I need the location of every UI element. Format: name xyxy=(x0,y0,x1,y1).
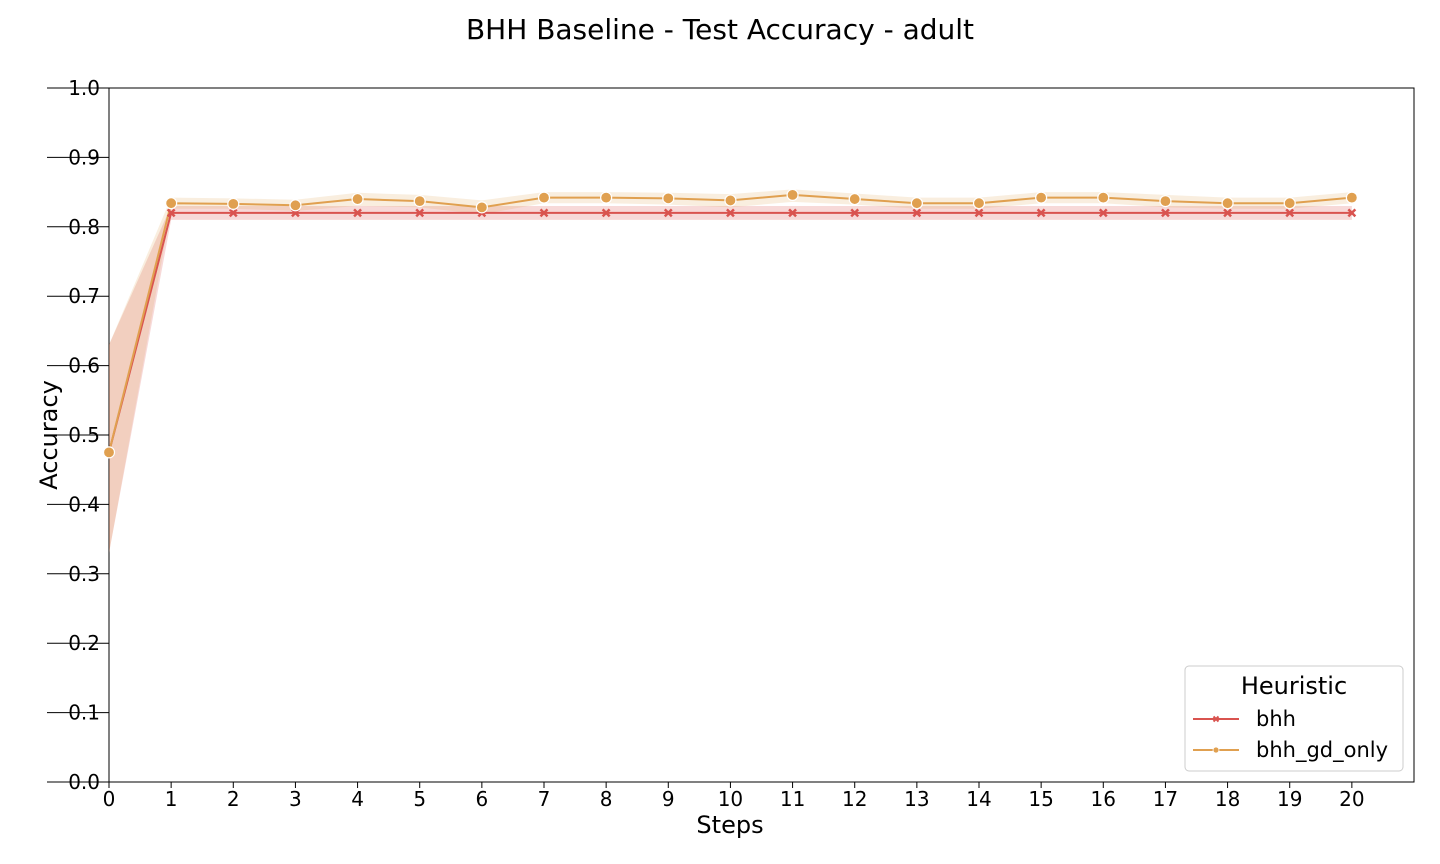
confidence-bands xyxy=(109,189,1352,553)
legend-label: bhh xyxy=(1256,707,1296,731)
x-axis: 0 1 2 3 4 5 6 7 8 9 10 11 12 13 14 15 16 17 18 19 20 xyxy=(103,782,1365,811)
point-bhh_gd_only xyxy=(351,192,364,206)
series-markers xyxy=(102,188,1358,459)
point-bhh_gd_only xyxy=(1097,191,1110,204)
y-tick-label: 0.0 xyxy=(68,770,100,794)
point-bhh xyxy=(974,208,984,218)
point-bhh xyxy=(415,208,425,218)
legend-entry-bhh: bhh xyxy=(1193,707,1296,731)
x-tick-label: 19 xyxy=(1277,787,1302,811)
band-bhh xyxy=(109,205,1352,553)
point-bhh xyxy=(601,208,611,218)
point-bhh_gd_only xyxy=(475,201,488,214)
point-bhh xyxy=(228,208,238,218)
point-bhh xyxy=(539,208,549,218)
x-tick-label: 15 xyxy=(1028,787,1053,811)
x-tick-label: 16 xyxy=(1091,787,1116,811)
point-bhh xyxy=(726,208,735,218)
y-axis-label: Accuracy xyxy=(35,380,63,490)
point-bhh xyxy=(663,208,673,218)
y-tick-label: 0.3 xyxy=(68,562,100,586)
x-tick-label: 17 xyxy=(1153,787,1178,811)
point-bhh_gd_only xyxy=(786,188,799,201)
point-bhh_gd_only xyxy=(165,197,178,210)
x-tick-label: 5 xyxy=(413,787,426,811)
y-tick-label: 0.9 xyxy=(68,145,100,169)
x-tick-label: 8 xyxy=(600,787,613,811)
y-tick-label: 0.8 xyxy=(68,215,100,239)
y-tick-label: 0.5 xyxy=(68,423,100,447)
x-tick-label: 13 xyxy=(904,787,929,811)
y-axis: 0.0 0.1 0.2 0.3 0.4 0.5 0.6 0.7 0.8 0.9 1.0 xyxy=(47,76,109,794)
x-tick-label: 0 xyxy=(103,787,116,811)
x-tick-label: 11 xyxy=(780,787,805,811)
point-bhh_gd_only xyxy=(289,199,302,212)
x-tick-label: 3 xyxy=(289,787,302,811)
line-bhh xyxy=(108,211,1352,453)
point-bhh xyxy=(1285,208,1295,218)
point-bhh_gd_only xyxy=(848,192,861,206)
point-bhh_gd_only xyxy=(1221,197,1234,210)
point-bhh xyxy=(850,208,860,218)
y-tick-label: 1.0 xyxy=(68,76,100,100)
point-bhh xyxy=(1098,208,1108,218)
x-tick-label: 2 xyxy=(227,787,240,811)
y-tick-label: 0.4 xyxy=(68,492,100,516)
x-axis-label: Steps xyxy=(696,811,763,839)
y-tick-label: 0.1 xyxy=(68,701,100,725)
point-bhh_gd_only xyxy=(102,446,116,459)
point-bhh_gd_only xyxy=(1159,195,1172,208)
point-bhh_gd_only xyxy=(227,197,240,210)
legend-label: bhh_gd_only xyxy=(1256,738,1388,763)
point-bhh xyxy=(912,208,922,218)
point-bhh xyxy=(1347,208,1357,218)
y-tick-label: 0.2 xyxy=(68,631,100,655)
point-bhh xyxy=(1161,208,1170,218)
x-tick-label: 9 xyxy=(662,787,675,811)
x-tick-label: 6 xyxy=(475,787,488,811)
point-bhh_gd_only xyxy=(724,194,737,207)
y-tick-label: 0.6 xyxy=(68,354,100,378)
x-tick-label: 12 xyxy=(842,787,867,811)
x-tick-label: 7 xyxy=(538,787,551,811)
legend-entry-bhh_gd_only: bhh_gd_only xyxy=(1193,738,1388,763)
point-bhh xyxy=(166,208,176,218)
band-bhh_gd_only xyxy=(109,189,1352,553)
chart-title: BHH Baseline - Test Accuracy - adult xyxy=(466,13,974,46)
x-tick-label: 14 xyxy=(966,787,991,811)
legend: Heuristic bhh bhh_gd_only xyxy=(1184,665,1404,772)
line-bhh_gd_only xyxy=(108,193,1352,453)
point-bhh xyxy=(788,208,797,218)
point-bhh xyxy=(1036,208,1046,218)
legend-box xyxy=(1184,665,1404,772)
point-bhh_gd_only xyxy=(1283,197,1296,210)
x-tick-label: 20 xyxy=(1339,787,1364,811)
point-bhh_gd_only xyxy=(1035,191,1048,204)
point-bhh_gd_only xyxy=(662,192,675,205)
point-bhh_gd_only xyxy=(910,197,923,210)
point-bhh_gd_only xyxy=(1345,191,1358,204)
point-bhh_gd_only xyxy=(537,191,551,204)
point-bhh xyxy=(1223,208,1232,218)
point-bhh xyxy=(353,208,362,218)
series-lines xyxy=(108,193,1352,453)
point-bhh_gd_only xyxy=(600,191,613,204)
point-bhh_gd_only xyxy=(972,197,986,210)
x-tick-label: 18 xyxy=(1215,787,1240,811)
y-tick-label: 0.7 xyxy=(68,284,100,308)
point-bhh_gd_only xyxy=(413,195,426,208)
x-tick-label: 1 xyxy=(165,787,178,811)
x-tick-label: 10 xyxy=(718,787,743,811)
x-tick-label: 4 xyxy=(351,787,364,811)
legend-title: Heuristic xyxy=(1241,672,1347,700)
